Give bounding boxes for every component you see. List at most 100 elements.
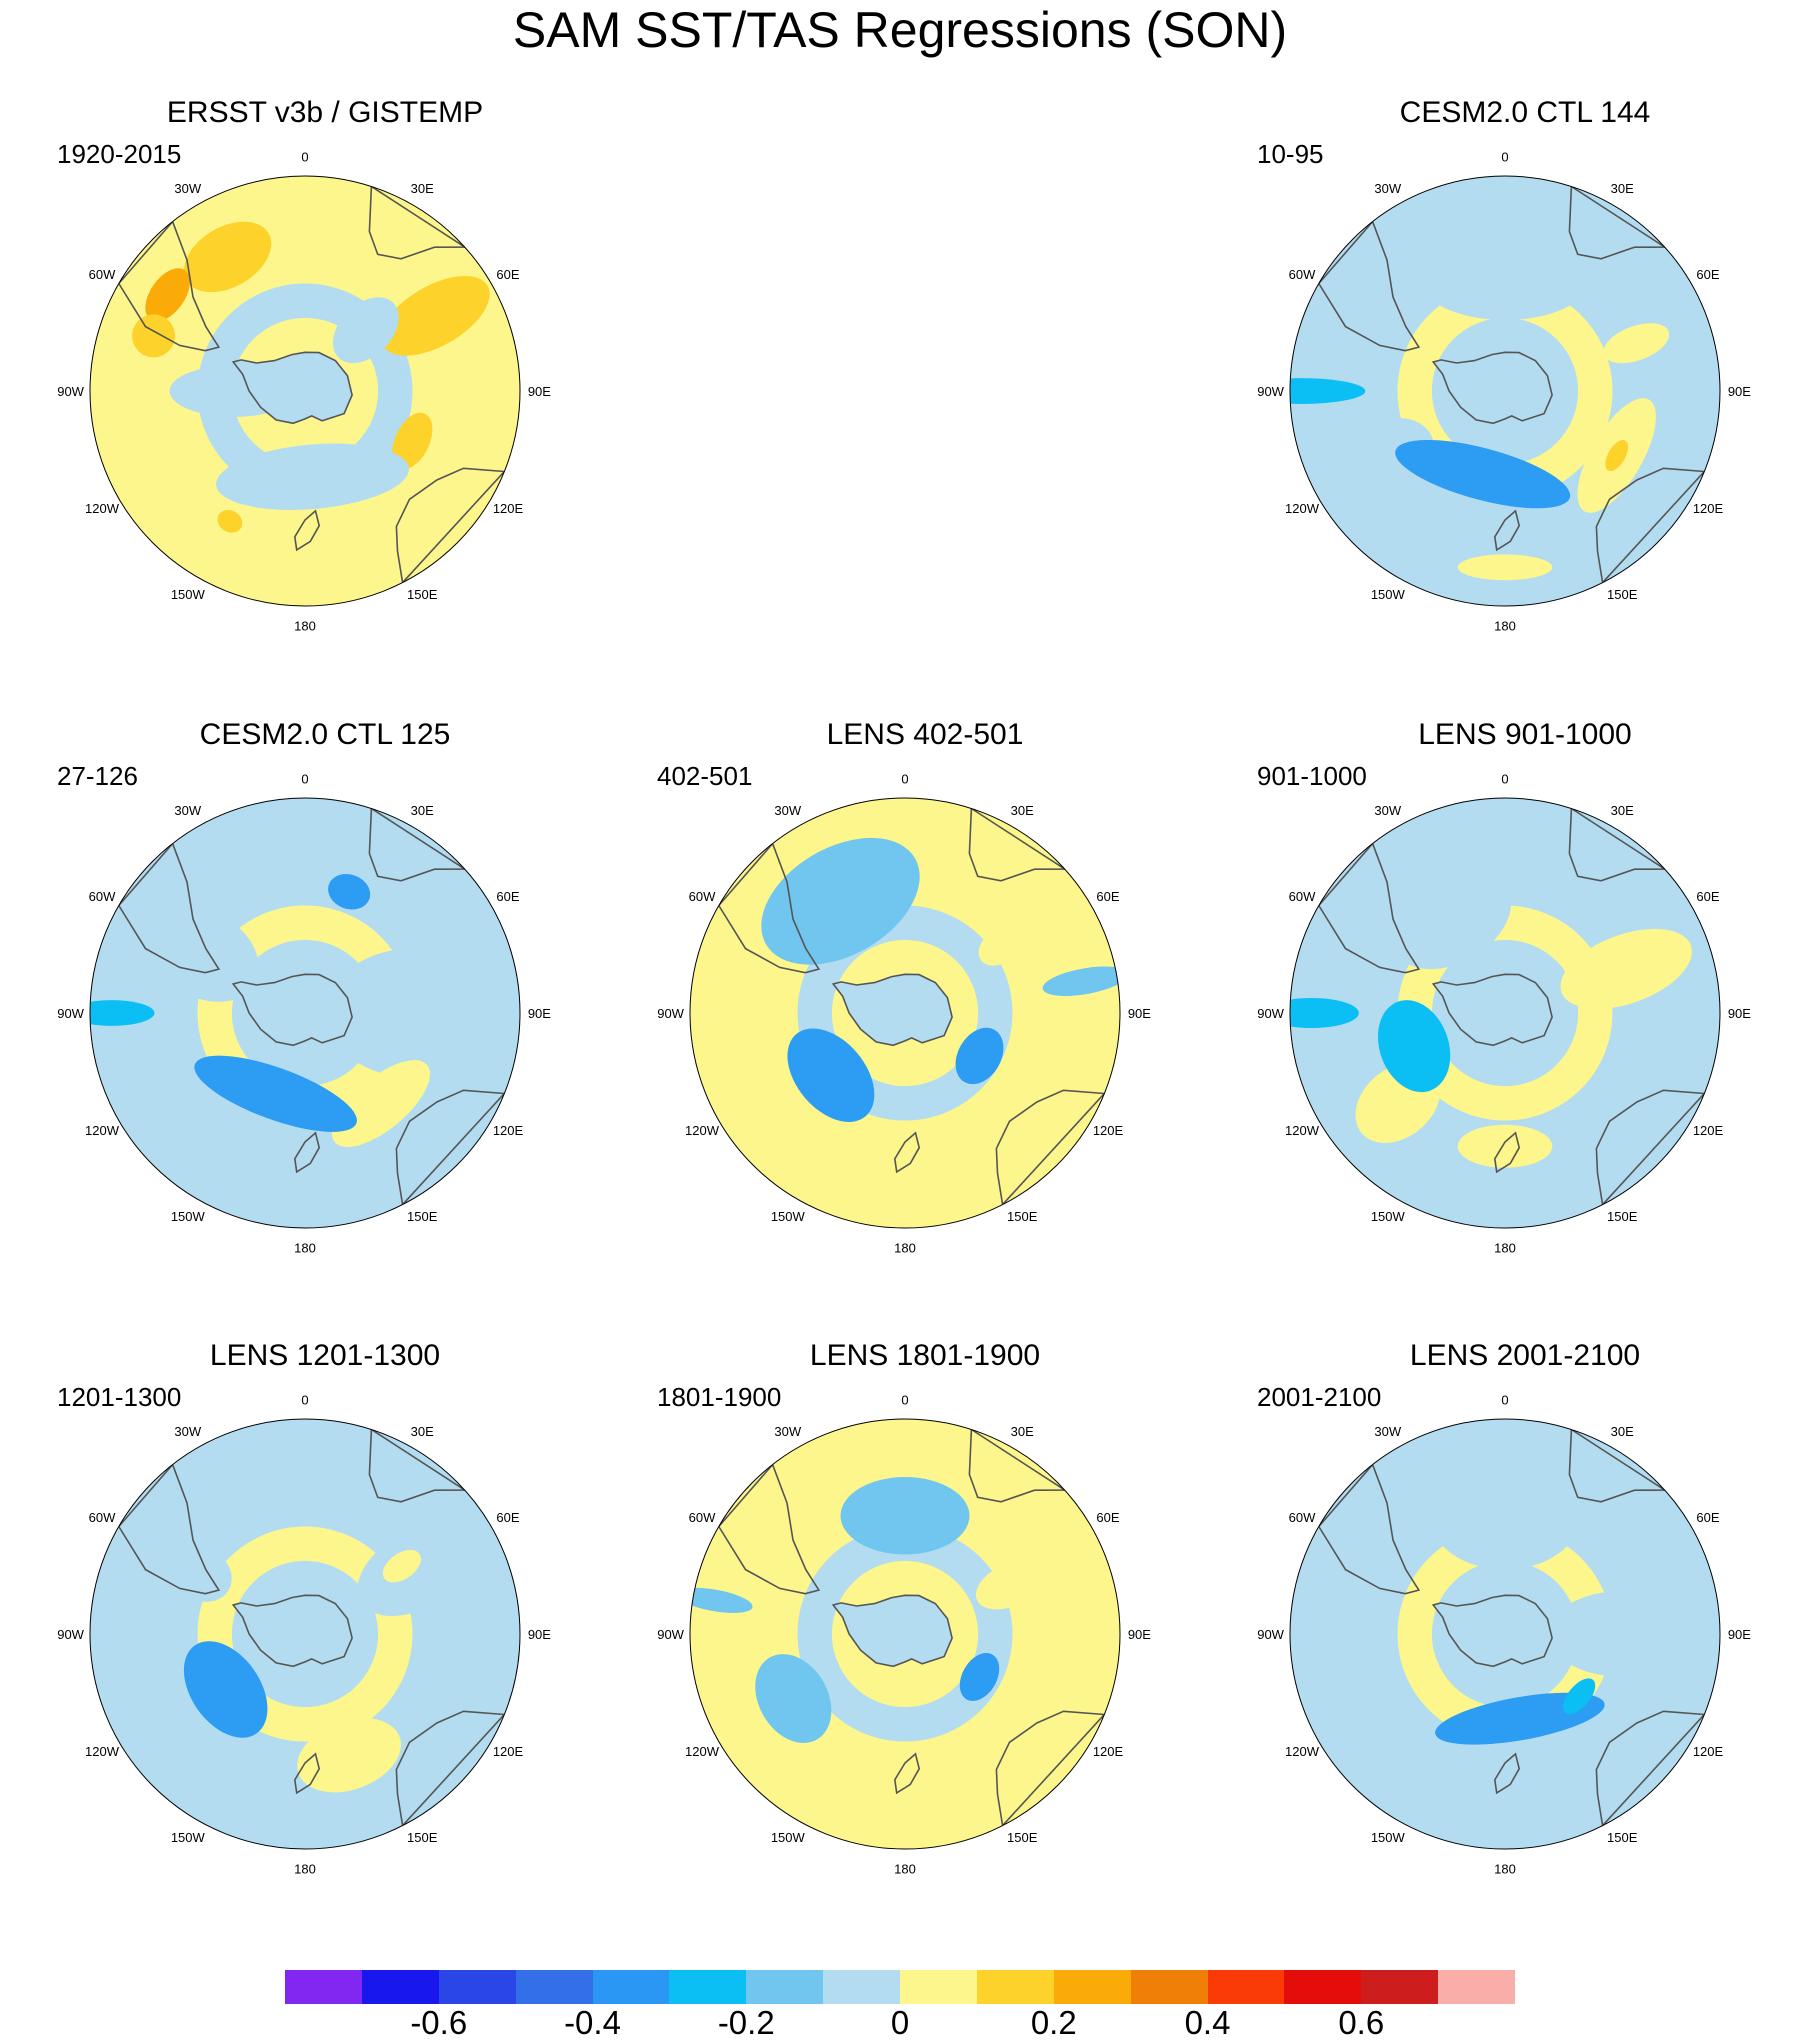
longitude-label: 90W bbox=[657, 1627, 684, 1642]
longitude-label: 0 bbox=[1501, 772, 1508, 787]
longitude-label: 120W bbox=[85, 1123, 120, 1138]
longitude-label: 120W bbox=[1285, 501, 1320, 516]
longitude-label: 0 bbox=[301, 150, 308, 165]
colorbar-swatch bbox=[746, 1970, 824, 2004]
anomaly-patch bbox=[183, 221, 272, 293]
colorbar-swatch bbox=[669, 1970, 747, 2004]
longitude-label: 180 bbox=[1494, 1240, 1516, 1255]
longitude-label: 60W bbox=[689, 889, 716, 904]
anomaly-ring bbox=[797, 905, 1013, 1121]
anomaly-patch bbox=[1377, 1000, 1451, 1093]
antarctica-land bbox=[231, 351, 353, 425]
longitude-label: 60E bbox=[1696, 1510, 1719, 1525]
map-border bbox=[1289, 175, 1721, 607]
australia-land bbox=[395, 1089, 506, 1207]
longitude-label: 90E bbox=[528, 1627, 551, 1642]
longitude-label: 30W bbox=[174, 803, 201, 818]
longitude-label: 120E bbox=[1693, 1744, 1724, 1759]
longitude-label: 90W bbox=[1257, 1006, 1284, 1021]
longitude-label: 180 bbox=[894, 1240, 916, 1255]
anomaly-patch bbox=[1391, 870, 1512, 970]
south-america-land bbox=[117, 842, 221, 974]
new-zealand-land bbox=[1493, 1752, 1521, 1795]
longitude-label: 60E bbox=[496, 889, 519, 904]
colorbar-swatch bbox=[285, 1970, 362, 2004]
colorbar-swatch bbox=[1438, 1970, 1515, 2004]
panel-period-label: 27-126 bbox=[57, 761, 138, 791]
longitude-label: 150W bbox=[1371, 1830, 1406, 1845]
panel-period-label: 2001-2100 bbox=[1257, 1382, 1382, 1412]
longitude-label: 150E bbox=[1607, 1209, 1638, 1224]
new-zealand-land bbox=[1493, 1131, 1521, 1174]
longitude-label: 30W bbox=[774, 1424, 801, 1439]
polar-map: 0 30E 60E 90E 120E 150E 180 150W 120W 90W 60W 30W bbox=[57, 150, 551, 634]
longitude-label: 180 bbox=[1494, 618, 1516, 633]
anomaly-patch bbox=[1560, 928, 1692, 1009]
longitude-label: 30W bbox=[1374, 1424, 1401, 1439]
anomaly-patch bbox=[381, 275, 490, 356]
longitude-label: 120E bbox=[493, 1744, 524, 1759]
longitude-label: 120E bbox=[1093, 1123, 1124, 1138]
longitude-label: 60E bbox=[1096, 1510, 1119, 1525]
antarctica-land bbox=[1431, 1594, 1553, 1668]
anomaly-patch bbox=[216, 443, 409, 510]
colorbar-swatch bbox=[361, 1970, 439, 2004]
longitude-label: 90W bbox=[1257, 384, 1284, 399]
polar-map: 0 30E 60E 90E 120E 150E 180 150W 120W 90W 60W 30W bbox=[57, 1393, 551, 1877]
longitude-label: 60E bbox=[1696, 267, 1719, 282]
map-panel-ersst: ERSST v3b / GISTEMP 1920-2015 0 30E 60E 90E 12… bbox=[45, 95, 605, 695]
map-border bbox=[89, 175, 521, 607]
longitude-label: 120W bbox=[1285, 1744, 1320, 1759]
colorbar-swatch bbox=[1284, 1970, 1362, 2004]
anomaly-patch bbox=[975, 1558, 1049, 1610]
anomaly-ring bbox=[197, 1526, 413, 1742]
longitude-label: 180 bbox=[294, 1240, 316, 1255]
south-america-land bbox=[117, 1463, 221, 1595]
anomaly-patch bbox=[328, 874, 371, 910]
colorbar-tick-label: -0.4 bbox=[564, 2004, 621, 2041]
panel-period-label: 901-1000 bbox=[1257, 761, 1367, 791]
colorbar-swatch bbox=[1130, 1970, 1208, 2004]
colorbar-tick-label: 0.2 bbox=[1030, 2004, 1077, 2041]
australia-land bbox=[995, 1710, 1106, 1828]
longitude-label: 60W bbox=[1289, 889, 1316, 904]
panel-period-label: 10-95 bbox=[1257, 139, 1324, 169]
longitude-label: 30E bbox=[411, 803, 434, 818]
colorbar-tick-label: -0.6 bbox=[410, 2004, 468, 2041]
map-panel-lens402: LENS 402-501 402-501 0 30E 60E 90E 120E 150E 180… bbox=[645, 717, 1205, 1317]
map-panel-lens2001: LENS 2001-2100 2001-2100 0 30E 60E 90E 120E 150… bbox=[1245, 1338, 1800, 1938]
longitude-label: 30E bbox=[1611, 803, 1634, 818]
longitude-label: 60E bbox=[496, 1510, 519, 1525]
longitude-label: 120E bbox=[1093, 1744, 1124, 1759]
south-america-land bbox=[1317, 842, 1421, 974]
panel-period-label: 1201-1300 bbox=[57, 1382, 182, 1412]
longitude-label: 120W bbox=[685, 1123, 720, 1138]
new-zealand-land bbox=[1493, 509, 1521, 552]
map-border bbox=[89, 1418, 521, 1850]
map-border bbox=[1289, 1418, 1721, 1850]
longitude-label: 150W bbox=[1371, 587, 1406, 602]
longitude-label: 180 bbox=[294, 1861, 316, 1876]
longitude-label: 90E bbox=[528, 1006, 551, 1021]
longitude-label: 60W bbox=[89, 889, 116, 904]
longitude-label: 0 bbox=[901, 1393, 908, 1408]
longitude-label: 60W bbox=[1289, 1510, 1316, 1525]
longitude-label: 180 bbox=[894, 1861, 916, 1876]
anomaly-patch bbox=[870, 1770, 914, 1797]
longitude-label: 120E bbox=[1693, 1123, 1724, 1138]
longitude-label: 150E bbox=[1607, 587, 1638, 602]
colorbar-swatch bbox=[900, 1970, 977, 2004]
anomaly-patch bbox=[690, 1587, 753, 1613]
figure-title: SAM SST/TAS Regressions (SON) bbox=[512, 2, 1288, 58]
longitude-label: 90E bbox=[1728, 1006, 1751, 1021]
anomaly-patch bbox=[978, 924, 1026, 966]
longitude-label: 60E bbox=[496, 267, 519, 282]
new-zealand-land bbox=[893, 1131, 921, 1174]
longitude-label: 0 bbox=[1501, 1393, 1508, 1408]
polar-map: 0 30E 60E 90E 120E 150E 180 150W 120W 90W 60W 30W bbox=[1257, 772, 1751, 1256]
anomaly-patch bbox=[194, 1055, 357, 1132]
anomaly-patch bbox=[1333, 417, 1435, 504]
australia-land bbox=[1595, 1710, 1706, 1828]
longitude-label: 150W bbox=[771, 1830, 806, 1845]
longitude-label: 150E bbox=[1007, 1209, 1038, 1224]
